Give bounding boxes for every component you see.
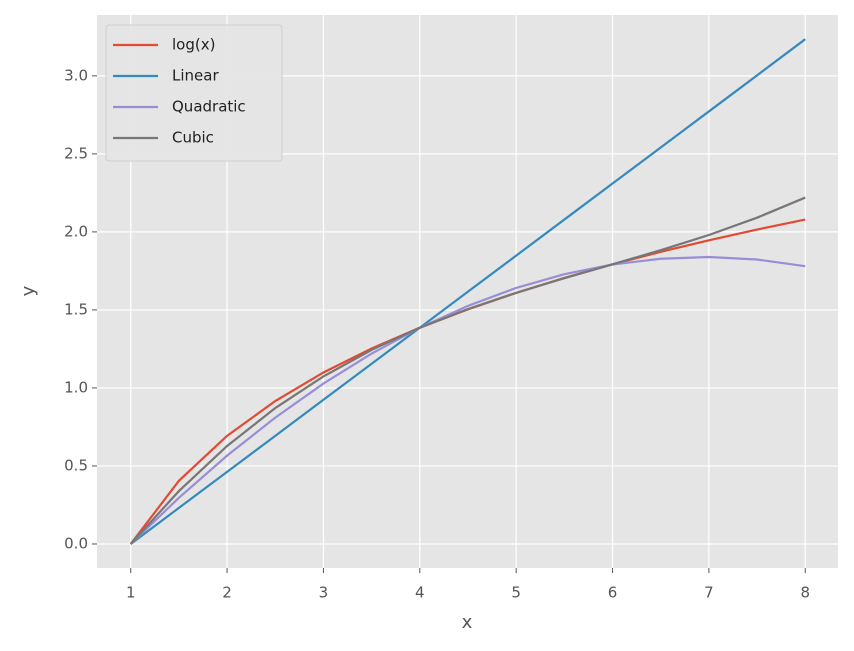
x-axis-label: x <box>462 612 473 633</box>
y-tick-label: 2.5 <box>64 144 88 162</box>
y-tick-label: 2.0 <box>64 222 88 240</box>
x-tick-label: 1 <box>126 584 136 602</box>
x-tick-label: 2 <box>222 584 232 602</box>
y-tick-label: 1.0 <box>64 378 88 396</box>
x-tick-label: 8 <box>800 584 810 602</box>
x-tick-label: 4 <box>415 584 425 602</box>
legend-box <box>105 24 283 162</box>
line <box>129 196 806 545</box>
x-tick-label: 3 <box>319 584 329 602</box>
legend: log(x) Linear Quadratic Cubic <box>105 24 283 162</box>
y-tick-label: 0.5 <box>64 456 88 474</box>
line <box>129 255 806 545</box>
x-tick-label: 6 <box>608 584 618 602</box>
y-tick-label: 3.0 <box>64 66 88 84</box>
legend-label: log(x) <box>172 36 215 54</box>
x-tick-label: 5 <box>511 584 521 602</box>
legend-label: Quadratic <box>172 98 246 116</box>
y-axis-label: y <box>18 285 39 296</box>
legend-label: Linear <box>172 67 219 85</box>
legend-label: Cubic <box>172 129 214 147</box>
y-tick-label: 1.5 <box>64 300 88 318</box>
line <box>130 38 806 545</box>
y-tick-label: 0.0 <box>64 534 88 552</box>
x-tick-label: 7 <box>704 584 714 602</box>
